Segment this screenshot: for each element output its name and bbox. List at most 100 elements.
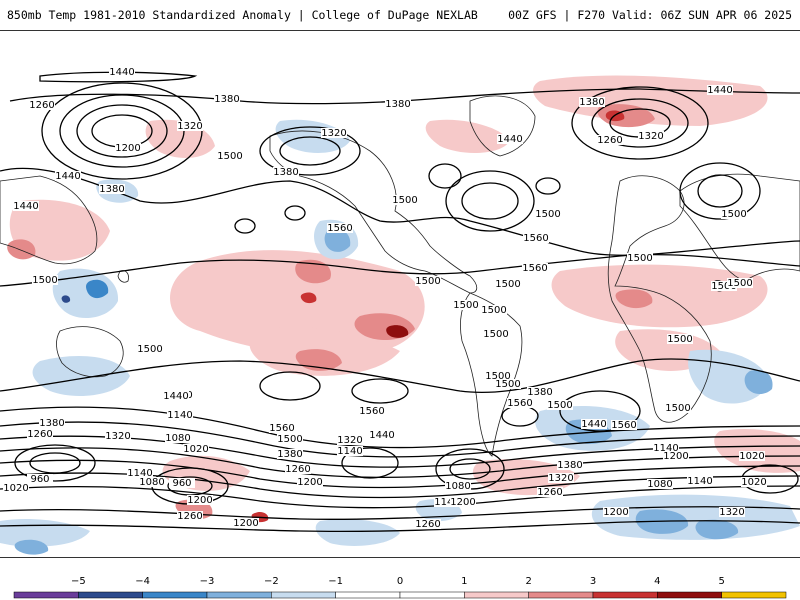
contour-label: 960 [172,478,191,489]
contour-label-bg [711,281,737,291]
colorbar-tick-label: 1 [461,576,468,587]
contour-label: 1320 [321,128,346,139]
colorbar-tick-label: −5 [70,576,86,587]
contour-label: 1320 [337,435,362,446]
contour-label-bg [163,391,189,401]
contour-label-bg [139,477,165,487]
contour-label-bg [415,276,441,286]
contour-label-bg [165,433,191,443]
colorbar-segment [271,591,336,599]
contour-label-bg [32,275,58,285]
contour-label-bg [369,430,395,440]
colorbar-tick-label: −4 [135,576,151,587]
contour-label-bg [137,344,163,354]
contour-label-bg [269,423,295,433]
contour-label-bg [483,329,509,339]
contour-label: 1320 [638,131,663,142]
contour-label-bg [548,473,574,483]
contour-label: 1500 [495,379,520,390]
contour-label: 1260 [537,487,562,498]
contour-label: 1500 [415,276,440,287]
contour-label: 1320 [105,431,130,442]
contour-label: 1500 [217,151,242,162]
contour-label-bg [719,507,745,517]
contour-label: 1440 [369,430,394,441]
contour-label: 1500 [453,300,478,311]
contour-label-bg [327,223,353,233]
contour-label: 1140 [653,443,678,454]
contour-label-bg [3,483,29,493]
colorbar-tick-label: −2 [263,576,279,587]
contour-label: 1260 [285,464,310,475]
contour-label: 1440 [163,391,188,402]
contour-label-bg [537,487,563,497]
contour-label-bg [603,507,629,517]
contour-label-bg [707,85,733,95]
contour-label: 1560 [522,263,547,274]
contour-label-bg [581,419,607,429]
contour-label-bg [214,94,240,104]
contour-label: 1440 [497,134,522,145]
colorbar-tick-label: 3 [589,576,597,587]
contour-label: 1200 [297,477,322,488]
contour-label: 1140 [687,476,712,487]
colorbar-segment [13,591,79,599]
colorbar-segment [78,591,143,599]
contour-label-bg [273,167,299,177]
contour-label-bg [29,100,55,110]
contour-label-bg [169,478,195,488]
contour-label-bg [547,400,573,410]
contour-label-bg [611,420,637,430]
contour-label: 1440 [55,171,80,182]
height-contours [0,71,800,533]
colorbar-segment [464,591,529,599]
contour-label: 1080 [445,481,470,492]
contour-label: 1500 [495,279,520,290]
contour-label-bg [445,481,471,491]
contour-label-bg [167,410,193,420]
contour-label: 1140 [167,410,192,421]
colorbar-tick-label: 5 [718,576,725,587]
contour-label-bg [579,97,605,107]
contour-label: 1380 [39,418,64,429]
contour-label: 1500 [483,329,508,340]
contour-label: 1200 [450,497,475,508]
colorbar-segment [142,591,208,599]
contour-label-bg [415,519,441,529]
colorbar-segment [335,591,401,599]
contour-label-bg [434,497,460,507]
contour-label-bg [527,387,553,397]
contour-label-bg [321,128,347,138]
contour-label-bg [535,209,561,219]
contour-label: 1500 [711,281,736,292]
contour-label-bg [285,464,311,474]
contour-label-bg [217,151,243,161]
anomaly-map: 1440 1260 1380 1320 1200 1500 1440 1380 1440 1500… [0,30,800,558]
contour-label: 1320 [177,121,202,132]
contour-label: 1200 [603,507,628,518]
contour-label: 1380 [273,167,298,178]
contour-label-bg [385,99,411,109]
contour-label: 1140 [337,446,362,457]
contour-label-bg [727,278,753,288]
contour-label: 1380 [277,449,302,460]
contour-label: 1500 [535,209,560,220]
contour-label-bg [597,135,623,145]
contour-label: 1500 [727,278,752,289]
contour-label-bg [233,518,259,528]
contour-labels: 1440 1260 1380 1320 1200 1500 1440 1380 1440 1500… [3,67,767,530]
contour-label-bg [687,476,713,486]
colorbar-tick-label: −1 [328,576,344,587]
contour-label: 960 [30,474,49,485]
contour-label: 1020 [183,444,208,455]
contour-label-bg [495,379,521,389]
contour-label-bg [177,511,203,521]
contour-label-bg [127,468,153,478]
colorbar-segment [657,591,722,599]
contour-label-bg [741,477,767,487]
contour-label: 1020 [739,451,764,462]
contour-label: 1500 [481,305,506,316]
colorbar-tick-label: 4 [654,576,661,587]
contour-label: 1500 [32,275,57,286]
contour-label-bg [187,495,213,505]
